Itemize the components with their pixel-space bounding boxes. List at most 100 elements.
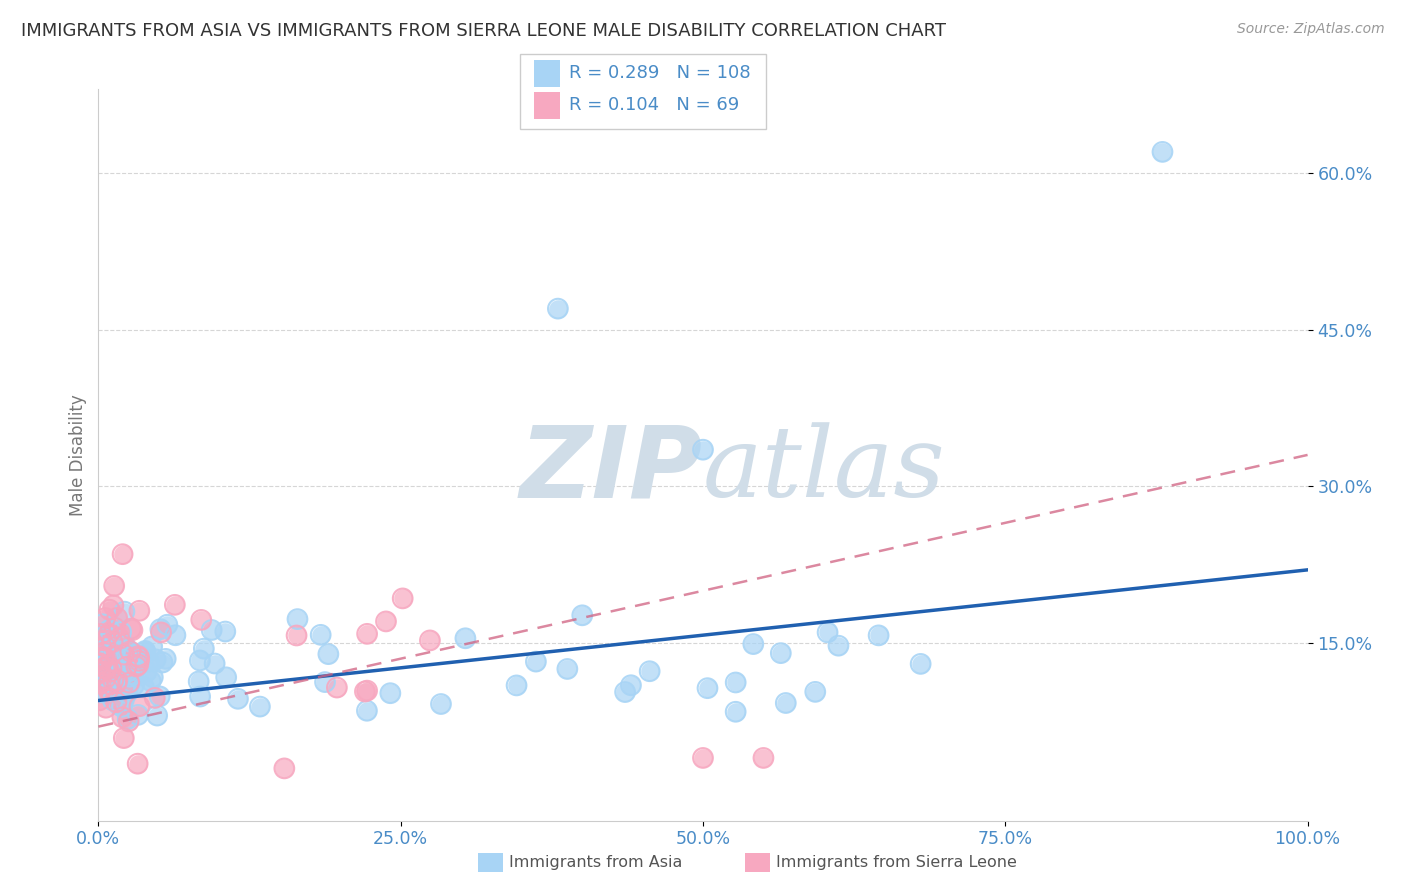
Point <box>309 628 332 642</box>
Point <box>93 652 115 666</box>
Point <box>139 674 162 689</box>
Point <box>214 624 236 639</box>
Point <box>201 623 224 637</box>
Point <box>127 649 149 664</box>
Point <box>105 611 128 625</box>
Point <box>287 612 309 626</box>
Point <box>152 656 174 670</box>
Point <box>107 667 129 681</box>
Point <box>150 625 173 640</box>
Point <box>696 681 718 696</box>
Point <box>620 678 643 692</box>
Point <box>114 639 136 653</box>
Point <box>112 693 135 707</box>
Point <box>326 681 349 695</box>
Text: Immigrants from Sierra Leone: Immigrants from Sierra Leone <box>776 855 1017 870</box>
Point <box>96 658 118 673</box>
Point <box>775 696 797 710</box>
Point <box>226 691 249 706</box>
Point <box>112 731 135 745</box>
Text: R = 0.104   N = 69: R = 0.104 N = 69 <box>569 96 740 114</box>
Point <box>145 652 167 666</box>
Point <box>89 693 111 707</box>
Point <box>391 591 413 606</box>
Text: Immigrants from Asia: Immigrants from Asia <box>509 855 682 870</box>
Point <box>103 599 125 613</box>
Point <box>128 604 150 618</box>
Point <box>97 651 120 665</box>
Point <box>97 682 120 697</box>
Point <box>380 686 402 700</box>
Point <box>127 756 149 771</box>
Point <box>547 301 569 316</box>
Point <box>96 661 118 675</box>
Point <box>804 685 827 699</box>
Point <box>90 685 112 699</box>
Point <box>103 599 125 613</box>
Point <box>94 611 117 625</box>
Point <box>101 644 124 658</box>
Point <box>98 623 121 637</box>
Point <box>93 650 115 665</box>
Point <box>356 627 378 641</box>
Point <box>692 442 714 457</box>
Text: Source: ZipAtlas.com: Source: ZipAtlas.com <box>1237 22 1385 37</box>
Point <box>89 666 111 681</box>
Point <box>287 612 309 626</box>
Point <box>524 655 547 669</box>
Point <box>98 627 121 641</box>
Point <box>249 699 271 714</box>
Point <box>97 651 120 665</box>
Point <box>804 685 827 699</box>
Point <box>105 676 128 690</box>
Point <box>118 667 141 681</box>
Point <box>419 633 441 648</box>
Point <box>112 605 135 619</box>
Point <box>391 591 413 606</box>
Point <box>143 690 166 705</box>
Point <box>89 664 111 678</box>
Point <box>827 639 849 653</box>
Point <box>375 615 398 629</box>
Point <box>98 665 121 679</box>
Point <box>285 628 308 642</box>
Point <box>111 699 134 714</box>
Point <box>94 671 117 685</box>
Point <box>94 671 117 685</box>
Point <box>98 665 121 679</box>
Text: R = 0.289   N = 108: R = 0.289 N = 108 <box>569 64 751 82</box>
Point <box>115 677 138 691</box>
Point <box>120 622 142 636</box>
Point <box>107 698 129 712</box>
Point <box>614 685 637 699</box>
Point <box>620 678 643 692</box>
Point <box>769 646 792 660</box>
Point <box>97 670 120 684</box>
Point <box>742 637 765 651</box>
Point <box>120 644 142 658</box>
Point <box>94 640 117 654</box>
Point <box>103 645 125 659</box>
Point <box>105 611 128 625</box>
Point <box>91 617 114 632</box>
Point <box>149 690 172 704</box>
Point <box>149 690 172 704</box>
Point <box>204 657 226 671</box>
Point <box>97 682 120 697</box>
Point <box>118 670 141 684</box>
Point <box>97 670 120 684</box>
Point <box>430 697 453 711</box>
Point <box>97 677 120 691</box>
Point <box>94 640 117 654</box>
Point <box>89 657 111 671</box>
Point <box>146 708 169 723</box>
Point <box>752 751 775 765</box>
Point <box>817 625 839 640</box>
Point <box>375 615 398 629</box>
Point <box>98 603 121 617</box>
Point <box>115 660 138 674</box>
Point <box>103 673 125 688</box>
Point <box>128 654 150 668</box>
Point <box>128 604 150 618</box>
Point <box>134 645 156 659</box>
